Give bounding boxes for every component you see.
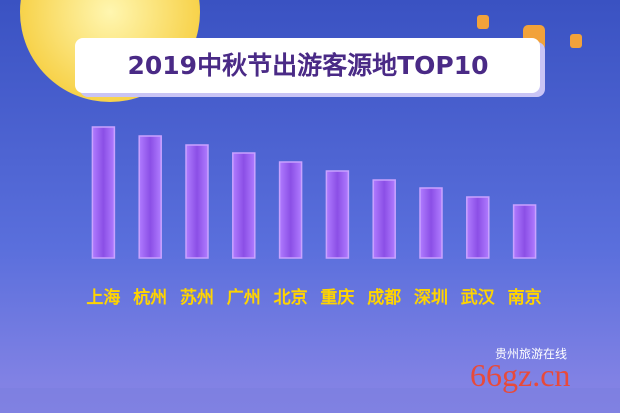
bar bbox=[372, 179, 396, 259]
bar bbox=[512, 204, 537, 259]
bar bbox=[232, 152, 256, 259]
x-tick-label: 广州 bbox=[227, 287, 261, 308]
bar bbox=[278, 161, 303, 259]
x-tick-label: 上海 bbox=[86, 287, 120, 308]
bar bbox=[185, 144, 209, 259]
x-tick-label: 苏州 bbox=[180, 287, 214, 308]
x-tick-label: 北京 bbox=[274, 287, 308, 308]
x-tick-label: 武汉 bbox=[461, 287, 496, 308]
title-box bbox=[75, 38, 540, 93]
ground bbox=[0, 388, 620, 413]
chart-title: 2019中秋节出游客源地TOP10 bbox=[128, 51, 489, 80]
x-tick-label: 重庆 bbox=[320, 287, 354, 308]
bar bbox=[325, 170, 350, 259]
watermark-site: 66gz.cn bbox=[470, 357, 570, 393]
bar bbox=[419, 187, 443, 259]
bar bbox=[466, 196, 490, 259]
x-tick-label: 成都 bbox=[367, 287, 401, 308]
x-tick-label: 南京 bbox=[508, 287, 542, 308]
bar bbox=[138, 135, 162, 259]
bar bbox=[91, 126, 116, 259]
x-tick-label: 深圳 bbox=[414, 287, 448, 308]
watermark-name: 贵州旅游在线 bbox=[495, 347, 567, 361]
x-tick-label: 杭州 bbox=[133, 287, 167, 308]
